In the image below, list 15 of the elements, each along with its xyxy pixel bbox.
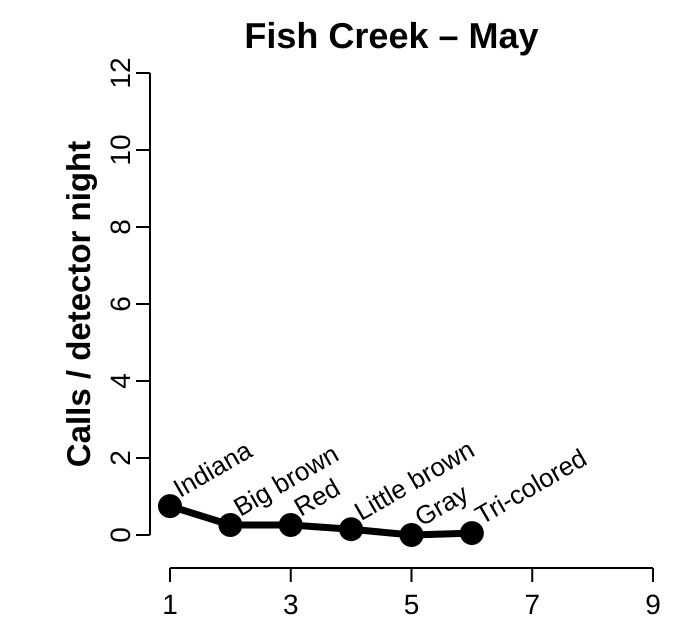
y-tick-label: 12 xyxy=(105,57,136,89)
x-tick-label: 9 xyxy=(645,589,661,620)
y-tick-label: 0 xyxy=(105,527,136,543)
y-tick-label: 4 xyxy=(105,373,136,389)
y-tick-label: 6 xyxy=(105,296,136,312)
x-tick-label: 7 xyxy=(524,589,540,620)
y-tick-label: 8 xyxy=(105,219,136,235)
y-tick-label: 2 xyxy=(105,450,136,466)
x-tick-label: 5 xyxy=(404,589,420,620)
x-tick-label: 3 xyxy=(282,589,299,620)
chart-title: Fish Creek – May xyxy=(244,15,539,56)
y-axis-title: Calls / detector night xyxy=(60,140,97,468)
point xyxy=(400,523,424,547)
y-tick-label: 10 xyxy=(105,134,136,166)
x-tick-label: 1 xyxy=(162,589,178,620)
